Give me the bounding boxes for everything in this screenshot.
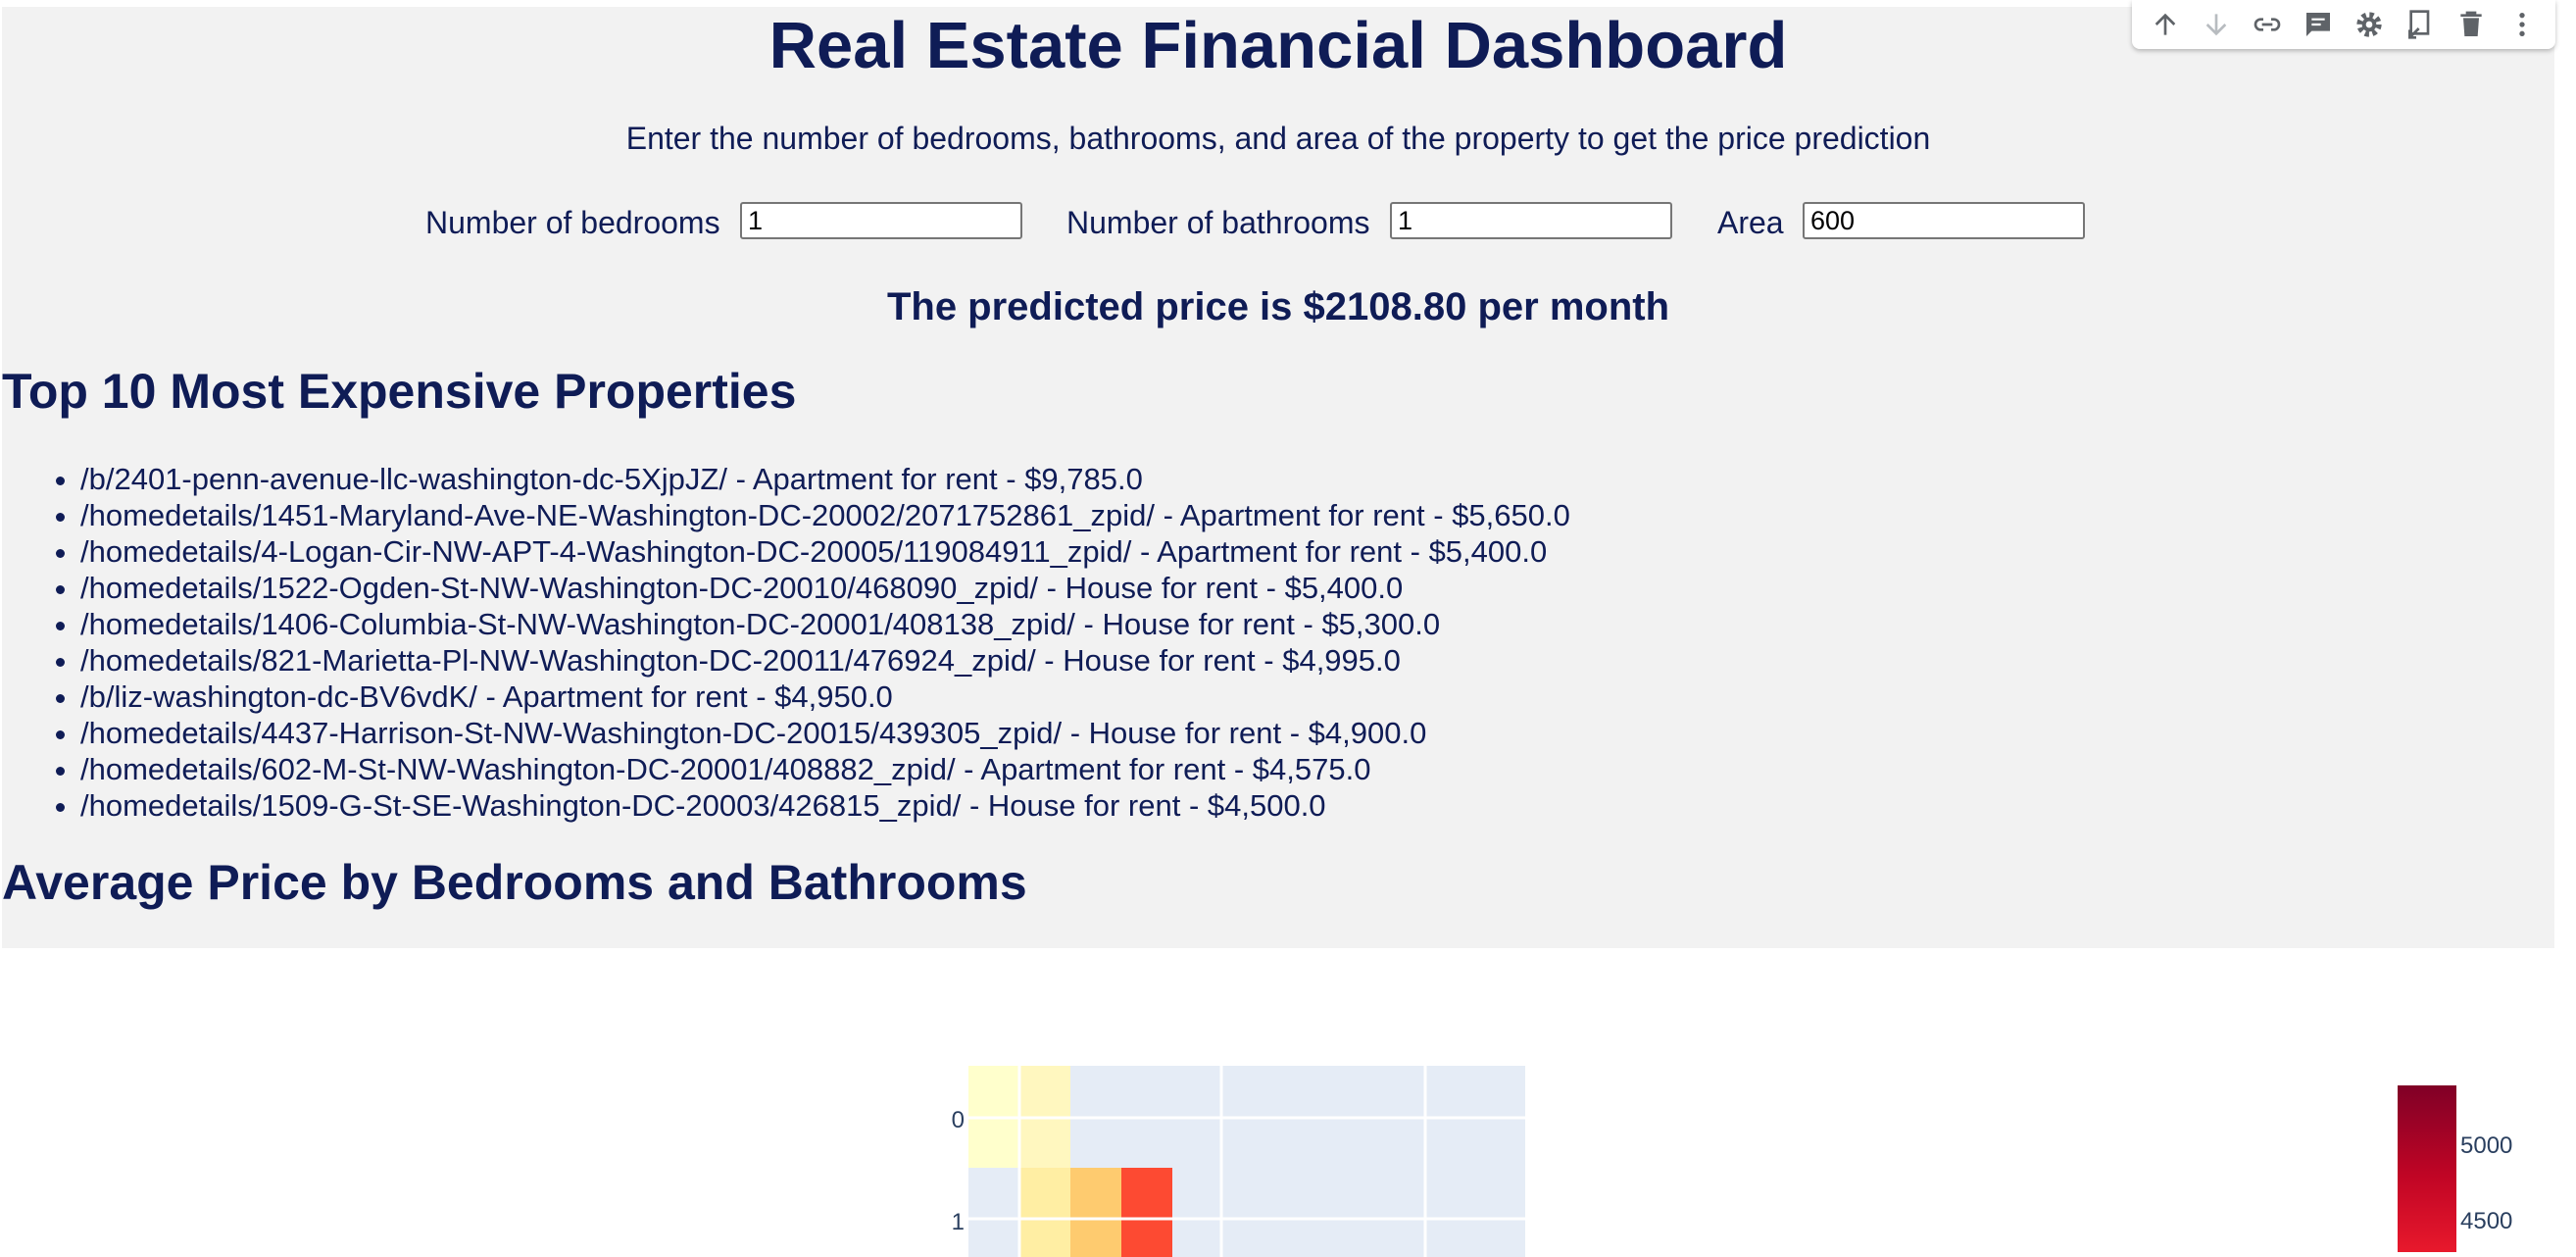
copy-icon [2408,10,2430,39]
colorbar-tick-label: 4500 [2460,1208,2512,1234]
chart-modebar [2132,0,2555,49]
plot-gridlines [968,1066,1525,1257]
predicted-price: The predicted price is $2108.80 per mont… [886,285,1670,328]
property-list-item: /homedetails/4-Logan-Cir-NW-APT-4-Washin… [80,533,1570,570]
property-list-item: /homedetails/1509-G-St-SE-Washington-DC-… [80,787,1570,824]
delete-button[interactable] [2452,5,2491,44]
page-subtitle: Enter the number of bedrooms, bathrooms,… [625,121,1931,156]
comment-icon [2306,13,2330,36]
page-title: Real Estate Financial Dashboard [768,9,1788,82]
y-tick-label: 0 [952,1107,965,1133]
property-list-item: /homedetails/1451-Maryland-Ave-NE-Washin… [80,497,1570,533]
more-options-button[interactable] [2502,5,2542,44]
link-button[interactable] [2248,5,2287,44]
bedrooms-input[interactable] [740,202,1022,239]
gear-icon [2356,12,2382,37]
property-list-item: /homedetails/602-M-St-NW-Washington-DC-2… [80,751,1570,787]
move-up-button[interactable] [2146,5,2185,44]
average-price-heading: Average Price by Bedrooms and Bathrooms [2,855,1027,910]
bathrooms-label: Number of bathrooms [1066,205,1370,240]
dashboard-panel: Real Estate Financial Dashboard Enter th… [2,7,2554,948]
property-list-item: /homedetails/1522-Ogden-St-NW-Washington… [80,570,1570,606]
more-icon [2519,13,2525,36]
trash-icon [2460,11,2482,36]
heatmap-cell [1121,1168,1172,1257]
property-list-item: /homedetails/821-Marietta-Pl-NW-Washingt… [80,642,1570,679]
property-list-item: /b/2401-penn-avenue-llc-washington-dc-5X… [80,461,1570,497]
link-icon [2254,18,2281,31]
area-input[interactable] [1803,202,2085,239]
heatmap-cell [1070,1168,1121,1257]
property-list-item: /homedetails/1406-Columbia-St-NW-Washing… [80,606,1570,642]
colorbar-ticks: 5000 4500 [2460,1132,2512,1234]
top-properties-list: /b/2401-penn-avenue-llc-washington-dc-5X… [2,461,1570,824]
arrow-up-icon [2155,13,2176,35]
colorbar [2398,1085,2456,1252]
colorbar-tick-label: 5000 [2460,1132,2512,1159]
comment-button[interactable] [2299,5,2338,44]
bedrooms-label: Number of bedrooms [425,205,720,240]
top-properties-heading: Top 10 Most Expensive Properties [2,364,797,419]
move-down-button[interactable] [2197,5,2236,44]
settings-button[interactable] [2350,5,2389,44]
property-list-item: /homedetails/4437-Harrison-St-NW-Washing… [80,715,1570,751]
copy-button[interactable] [2401,5,2440,44]
arrow-down-icon [2205,14,2227,36]
bathrooms-input[interactable] [1390,202,1672,239]
y-tick-label: 1 [952,1209,965,1235]
area-label: Area [1717,205,1784,240]
property-list-item: /b/liz-washington-dc-BV6vdK/ - Apartment… [80,679,1570,715]
y-axis-ticks: 01 [952,1107,965,1235]
heatmap-cell [1019,1168,1070,1257]
